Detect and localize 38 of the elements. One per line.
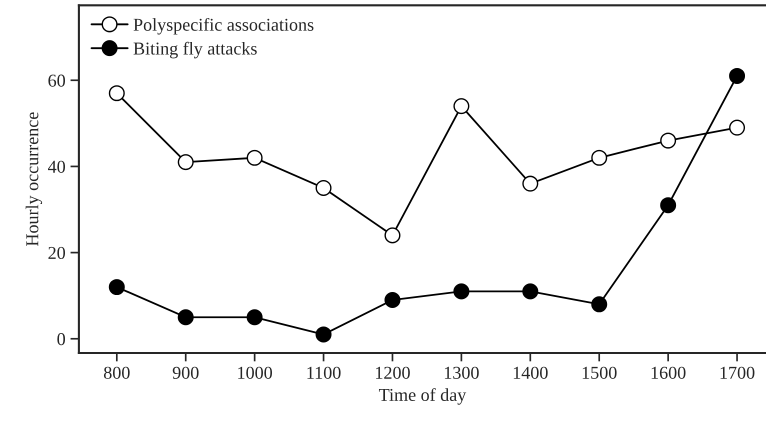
point — [246, 150, 263, 166]
x-tick-label: 1000 — [238, 366, 272, 379]
x-tick-label: 1400 — [514, 366, 548, 379]
point — [660, 197, 676, 214]
point — [316, 180, 332, 196]
x-axis-title: Time of day — [378, 388, 466, 405]
point — [453, 98, 470, 114]
x-tick-label: 800 — [104, 366, 130, 379]
point — [729, 120, 746, 136]
point — [384, 292, 400, 308]
y-axis-title: Hourly occurrence — [26, 112, 42, 246]
x-tick-label: 1100 — [307, 366, 341, 379]
point — [729, 68, 746, 84]
point — [660, 132, 676, 149]
x-tick-label: 1600 — [652, 366, 686, 379]
y-tick-label: 40 — [48, 160, 66, 173]
x-tick-label: 900 — [172, 366, 199, 379]
y-tick-label: 20 — [48, 246, 66, 260]
point — [453, 283, 470, 300]
x-tick-label: 1700 — [720, 366, 754, 379]
point — [522, 176, 538, 192]
point — [591, 296, 608, 312]
point — [178, 154, 194, 170]
legend-label: Biting fly attacks — [134, 42, 257, 58]
point — [591, 150, 608, 166]
x-tick-label: 1500 — [582, 366, 617, 379]
y-tick-label: 0 — [57, 333, 66, 346]
point — [522, 283, 538, 300]
point — [178, 309, 194, 326]
point — [384, 227, 400, 244]
point — [246, 309, 263, 326]
x-tick-label: 1300 — [444, 366, 479, 379]
legend-label: Polyspecific associations — [134, 18, 314, 35]
point — [108, 85, 125, 102]
y-tick-label: 60 — [48, 74, 66, 87]
x-tick-label: 1200 — [376, 366, 410, 379]
point — [316, 326, 332, 342]
point — [108, 279, 125, 296]
